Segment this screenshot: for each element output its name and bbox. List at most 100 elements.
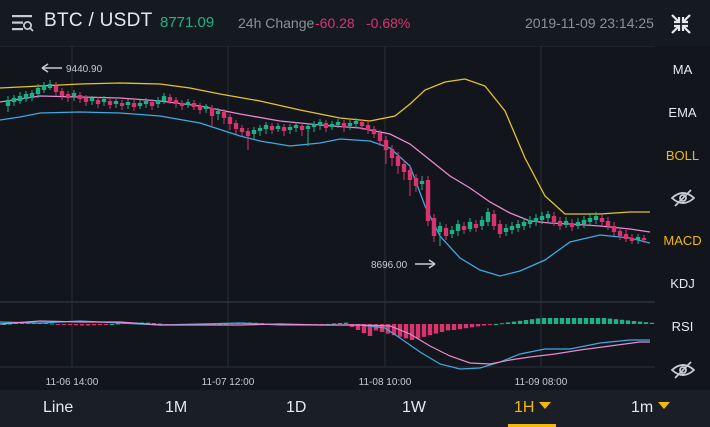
candle-body: [53, 86, 59, 92]
candle-body: [95, 100, 101, 104]
ema-button[interactable]: EMA: [668, 105, 697, 120]
macd-bar: [445, 324, 451, 331]
candle-body: [443, 228, 449, 236]
macd-button[interactable]: MACD: [663, 233, 702, 248]
exit-fullscreen-icon[interactable]: [670, 13, 692, 35]
candle-body: [623, 234, 629, 239]
candle-body: [35, 88, 41, 94]
candle-body: [599, 218, 605, 222]
candle-body: [563, 221, 569, 225]
candle-body: [47, 84, 53, 88]
timestamp: 2019-11-09 23:14:25: [525, 15, 654, 31]
candle-body: [167, 97, 173, 101]
macd-bar: [487, 324, 493, 325]
kdj-button[interactable]: KDJ: [670, 276, 695, 291]
candle-body: [503, 228, 509, 232]
candle-body: [551, 216, 557, 222]
macd-bar: [631, 321, 637, 324]
tab-1-week[interactable]: 1W: [402, 399, 426, 416]
eye-hidden-icon[interactable]: [671, 189, 695, 207]
tab-1-minute[interactable]: 1m: [631, 399, 671, 417]
candle-body: [425, 180, 431, 221]
candle-body: [377, 133, 383, 141]
tab-line[interactable]: Line: [43, 399, 74, 416]
candle-body: [479, 220, 485, 226]
candle-body: [581, 220, 587, 224]
candle-body: [383, 140, 389, 150]
macd-bar: [79, 324, 85, 326]
candle-body: [185, 102, 191, 105]
eye-hidden-icon[interactable]: [671, 361, 695, 379]
candle-body: [359, 122, 365, 126]
macd-bar: [145, 322, 151, 324]
candle-body: [497, 224, 503, 234]
candle-body: [629, 238, 635, 241]
macd-bar: [457, 324, 463, 330]
candle-body: [341, 123, 347, 127]
last-price: 8771.09: [160, 14, 215, 31]
candle-body: [203, 106, 209, 109]
boll-button[interactable]: BOLL: [665, 148, 700, 163]
rsi-button[interactable]: RSI: [671, 319, 694, 334]
macd-bar: [565, 318, 571, 324]
candle-body: [323, 123, 329, 128]
candle-body: [347, 123, 353, 126]
candle-body: [557, 221, 563, 226]
hamburger-icon[interactable]: [10, 12, 34, 34]
macd-bar: [499, 323, 505, 325]
candle-body: [389, 149, 395, 158]
macd-bar: [439, 324, 445, 332]
arrow-left-icon: [41, 63, 49, 73]
candle-body: [413, 178, 419, 186]
tab-1-month[interactable]: 1M: [165, 399, 188, 416]
macd-bar: [451, 324, 457, 330]
time-axis-label: 11-07 12:00: [202, 377, 255, 388]
candle-body: [353, 121, 359, 124]
macd-bar: [547, 318, 553, 324]
macd-bar: [643, 322, 649, 324]
tab-1-minute-label: 1m: [631, 399, 654, 416]
kline-chart[interactable]: 9440.90 8696.00 11-06 14:00 11-07 12:00 11-0…: [0, 46, 655, 390]
arrow-right-icon: [428, 259, 436, 269]
macd-bar: [469, 324, 475, 328]
macd-bar: [13, 323, 19, 325]
candle-body: [587, 218, 593, 222]
macd-bar: [619, 319, 625, 324]
macd-bar: [583, 318, 589, 324]
candle-body: [539, 216, 545, 220]
candle-body: [251, 130, 257, 134]
candle-body: [287, 127, 293, 130]
pair-title[interactable]: BTC / USDT: [44, 10, 153, 31]
candle-body: [395, 156, 401, 166]
tab-1-day[interactable]: 1D: [286, 399, 307, 416]
macd-bar: [415, 324, 421, 339]
candle-body: [119, 103, 125, 106]
candle-body: [101, 99, 107, 102]
candle-body: [209, 108, 215, 116]
macd-bar: [601, 318, 607, 324]
macd-bar: [343, 322, 349, 324]
macd-bar: [409, 324, 415, 340]
candle-body: [221, 112, 227, 118]
macd-bar: [523, 320, 529, 324]
time-axis-label: 11-09 08:00: [515, 377, 568, 388]
macd-bar: [577, 318, 583, 324]
candle-body: [83, 98, 89, 102]
candle-body: [461, 226, 467, 230]
candle-body: [611, 226, 617, 232]
macd-bar: [421, 324, 427, 337]
ma-button[interactable]: MA: [672, 62, 693, 77]
macd-bar: [103, 324, 109, 325]
candle-body: [533, 218, 539, 222]
candle-body: [227, 117, 233, 124]
boll-lower-line: [0, 111, 651, 277]
candle-body: [569, 223, 575, 227]
tab-1-hour[interactable]: 1H: [514, 399, 552, 417]
candle-body: [17, 96, 23, 101]
candle-body: [65, 94, 71, 98]
candle-body: [197, 106, 203, 110]
chevron-down-icon: [539, 402, 552, 409]
candle-body: [431, 218, 437, 236]
candle-body: [125, 102, 131, 105]
candle-body: [113, 101, 119, 104]
